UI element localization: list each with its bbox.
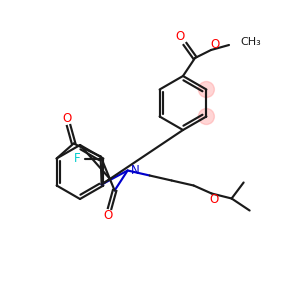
Circle shape — [198, 82, 214, 98]
Text: N: N — [131, 164, 140, 177]
Text: O: O — [103, 209, 112, 222]
Text: F: F — [74, 152, 81, 165]
Text: O: O — [176, 31, 184, 44]
Text: O: O — [209, 193, 218, 206]
Text: O: O — [210, 38, 220, 52]
Text: CH₃: CH₃ — [240, 37, 261, 47]
Circle shape — [198, 109, 214, 124]
Text: O: O — [62, 112, 71, 125]
